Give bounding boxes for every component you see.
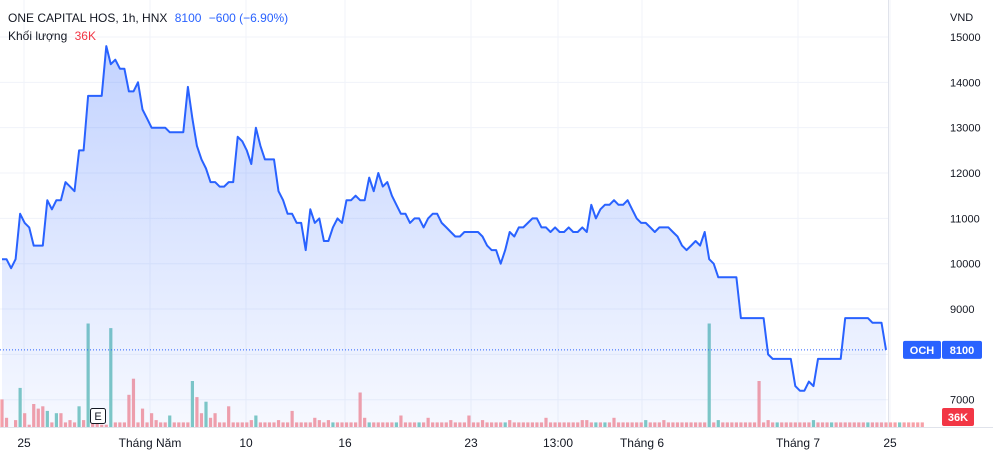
- symbol-title: ONE CAPITAL HOS, 1h, HNX: [8, 11, 168, 25]
- x-tick-label: 25: [883, 436, 897, 450]
- currency-label: VND: [950, 12, 973, 24]
- volume-bar: [893, 422, 897, 427]
- chart-legend: ONE CAPITAL HOS, 1h, HNX 8100 −600 (−6.9…: [8, 9, 288, 45]
- y-tick-label: 10000: [950, 259, 981, 271]
- volume-bar: [888, 422, 893, 427]
- volume-bar: [916, 422, 920, 427]
- x-tick-label: 10: [239, 436, 253, 450]
- y-tick-label: 7000: [950, 395, 974, 407]
- x-tick-label: 16: [338, 436, 352, 450]
- volume-value: 36K: [74, 29, 96, 43]
- price-badge-text: 8100: [950, 345, 974, 357]
- volume-label: Khối lượng: [8, 29, 68, 43]
- y-tick-label: 11000: [950, 213, 980, 225]
- volume-bar: [0, 399, 4, 427]
- price-change: −600 (−6.90%): [208, 11, 289, 25]
- symbol-badge: [903, 340, 941, 359]
- volume-bar: [911, 422, 915, 427]
- earnings-marker: [90, 408, 106, 424]
- volume-bar: [907, 422, 911, 427]
- symbol-badge-text: OCH: [910, 345, 935, 357]
- earnings-marker-label: E: [94, 411, 101, 423]
- volume-badge: [942, 408, 974, 426]
- y-tick-label: 9000: [950, 304, 974, 316]
- volume-badge-text: 36K: [948, 412, 968, 424]
- x-tick-label: 25: [17, 436, 31, 450]
- price-area: [2, 46, 886, 427]
- x-tick-label: 13:00: [543, 436, 573, 450]
- x-tick-label: Tháng 7: [776, 436, 820, 450]
- last-price: 8100: [174, 11, 202, 25]
- price-line: [2, 45, 887, 392]
- volume-bar: [898, 422, 902, 427]
- y-tick-label: 15000: [950, 32, 981, 44]
- x-tick-label: Tháng 6: [620, 436, 664, 450]
- y-tick-label: 14000: [950, 77, 981, 89]
- price-badge: [942, 340, 982, 359]
- x-tick-label: Tháng Năm: [119, 436, 182, 450]
- x-tick-label: 23: [464, 436, 478, 450]
- y-tick-label: 12000: [950, 168, 981, 180]
- y-tick-label: 13000: [950, 123, 981, 135]
- volume-bar: [920, 422, 924, 427]
- volume-bar: [902, 422, 906, 427]
